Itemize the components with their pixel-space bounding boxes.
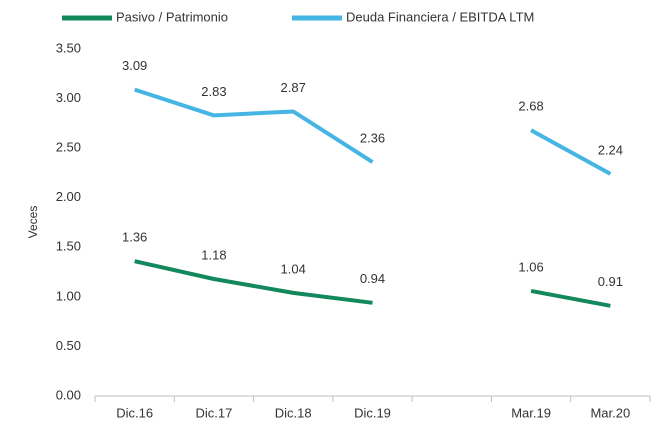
data-label: 2.24 xyxy=(598,142,623,157)
data-label: 1.06 xyxy=(518,259,543,274)
data-label: 3.09 xyxy=(122,58,147,73)
y-tick-label: 3.50 xyxy=(56,40,81,55)
y-tick-label: 1.00 xyxy=(56,288,81,303)
y-tick-label: 0.50 xyxy=(56,338,81,353)
x-tick-label: Dic.18 xyxy=(275,405,312,420)
x-tick-label: Mar.20 xyxy=(590,405,630,420)
data-label: 2.68 xyxy=(518,99,543,114)
data-label: 2.87 xyxy=(281,80,306,95)
data-label: 1.36 xyxy=(122,230,147,245)
y-tick-label: 0.00 xyxy=(56,387,81,402)
data-label: 1.18 xyxy=(201,247,226,262)
data-label: 1.04 xyxy=(281,261,306,276)
series-line xyxy=(134,259,373,305)
y-tick-label: 1.50 xyxy=(56,239,81,254)
data-label: 2.36 xyxy=(360,130,385,145)
x-tick-label: Mar.19 xyxy=(511,405,551,420)
legend-label: Deuda Financiera / EBITDA LTM xyxy=(346,9,534,24)
y-tick-label: 2.50 xyxy=(56,140,81,155)
legend-label: Pasivo / Patrimonio xyxy=(116,9,228,24)
series-line xyxy=(530,128,612,176)
y-tick-label: 2.00 xyxy=(56,189,81,204)
data-label: 2.83 xyxy=(201,84,226,99)
x-tick-label: Dic.17 xyxy=(195,405,232,420)
data-label: 0.94 xyxy=(360,271,385,286)
x-tick-label: Dic.19 xyxy=(354,405,391,420)
series-line xyxy=(530,288,611,308)
series-line xyxy=(134,87,374,164)
y-axis-label: Veces xyxy=(26,206,40,239)
data-label: 0.91 xyxy=(598,274,623,289)
x-tick-label: Dic.16 xyxy=(116,405,153,420)
y-tick-label: 3.00 xyxy=(56,90,81,105)
